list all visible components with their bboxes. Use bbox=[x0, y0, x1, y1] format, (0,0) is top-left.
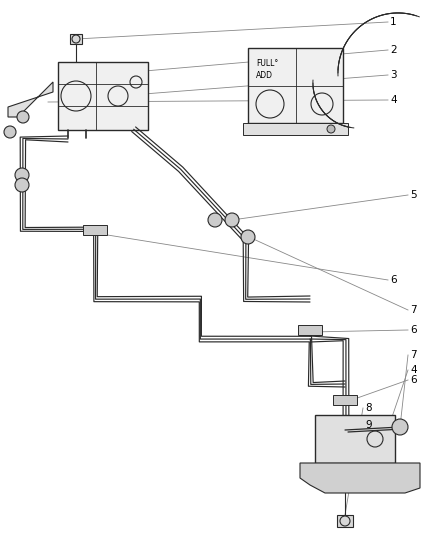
Bar bbox=[243, 123, 348, 135]
Text: ADD: ADD bbox=[256, 71, 273, 80]
Circle shape bbox=[392, 419, 408, 435]
Text: 6: 6 bbox=[410, 375, 417, 385]
Text: 2: 2 bbox=[390, 45, 397, 55]
Text: 6: 6 bbox=[390, 275, 397, 285]
Text: 9: 9 bbox=[365, 420, 371, 430]
Polygon shape bbox=[300, 463, 420, 493]
Bar bbox=[83, 225, 107, 235]
Circle shape bbox=[17, 111, 29, 123]
Polygon shape bbox=[8, 82, 53, 117]
Text: 4: 4 bbox=[410, 365, 417, 375]
Text: 4: 4 bbox=[390, 95, 397, 105]
Circle shape bbox=[340, 516, 350, 526]
Text: 7: 7 bbox=[410, 305, 417, 315]
Circle shape bbox=[208, 213, 222, 227]
Text: 5: 5 bbox=[410, 190, 417, 200]
Text: 8: 8 bbox=[365, 403, 371, 413]
Text: 6: 6 bbox=[410, 325, 417, 335]
Circle shape bbox=[4, 126, 16, 138]
Text: 1: 1 bbox=[390, 17, 397, 27]
Circle shape bbox=[225, 213, 239, 227]
Text: FULL°: FULL° bbox=[256, 59, 278, 68]
Text: 7: 7 bbox=[410, 350, 417, 360]
Bar bbox=[298, 325, 322, 335]
Bar bbox=[58, 62, 148, 130]
Bar bbox=[70, 34, 82, 44]
Circle shape bbox=[241, 230, 255, 244]
Circle shape bbox=[327, 125, 335, 133]
Circle shape bbox=[15, 178, 29, 192]
Bar bbox=[315, 415, 395, 463]
Bar bbox=[337, 515, 353, 527]
Bar bbox=[248, 48, 343, 123]
Circle shape bbox=[15, 168, 29, 182]
Bar bbox=[333, 395, 357, 405]
Circle shape bbox=[72, 35, 80, 43]
Text: 3: 3 bbox=[390, 70, 397, 80]
